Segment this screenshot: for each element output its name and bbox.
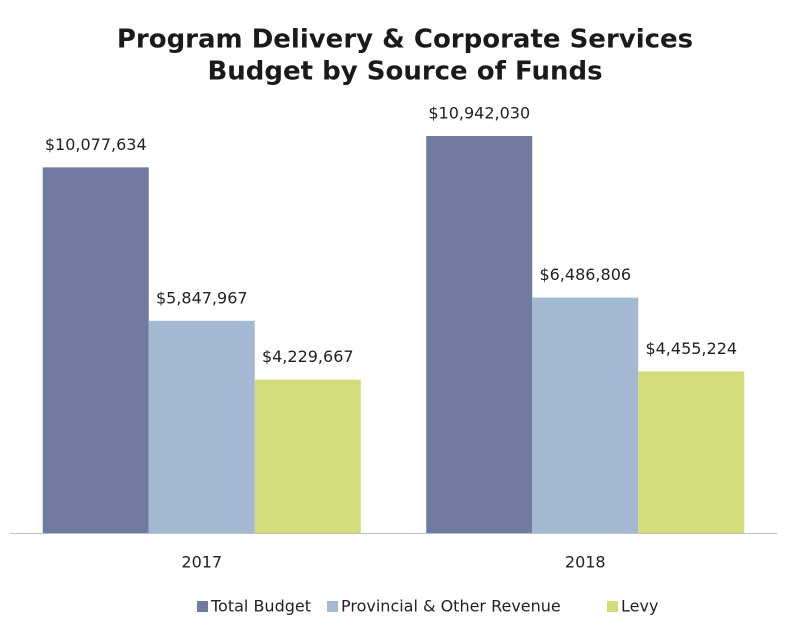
bar [42,167,149,533]
chart-title: Budget by Source of Funds [207,57,602,87]
data-label: $4,229,667 [262,347,354,366]
legend-label: Provincial & Other Revenue [341,597,561,616]
bar [638,371,745,533]
bar [148,320,255,533]
bar [426,136,533,533]
legend-swatch [607,601,618,612]
data-label: $6,486,806 [539,265,631,284]
x-tick-label: 2017 [181,553,222,572]
data-label: $4,455,224 [645,339,737,358]
legend-label: Levy [621,597,658,616]
data-label: $5,847,967 [156,288,248,307]
legend-swatch [327,601,338,612]
x-tick-label: 2018 [565,553,606,572]
bar [254,379,361,533]
legend-label: Total Budget [210,597,311,616]
data-label: $10,077,634 [45,135,147,154]
bar [532,297,639,533]
legend-swatch [197,601,208,612]
chart-title: Program Delivery & Corporate Services [117,25,693,55]
data-label: $10,942,030 [428,104,530,123]
